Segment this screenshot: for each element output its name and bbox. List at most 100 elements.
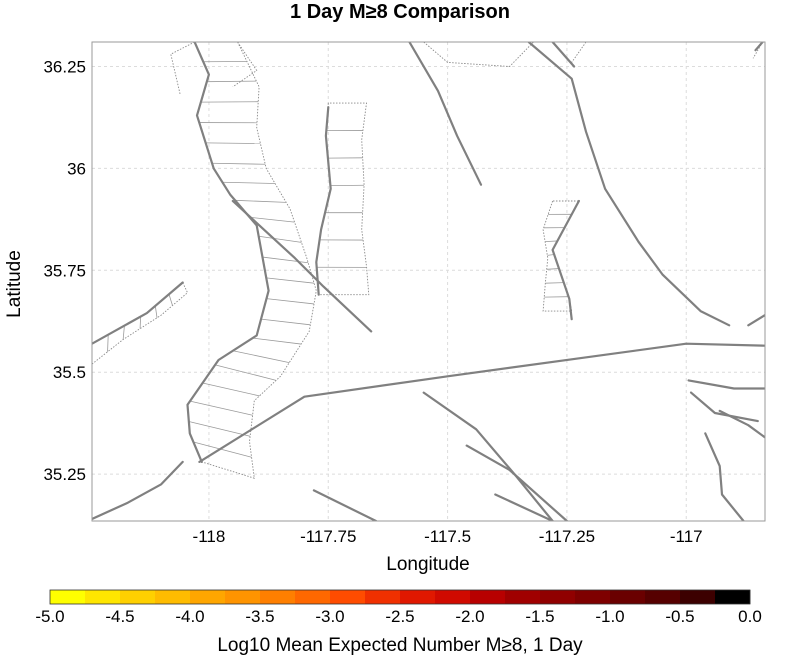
x-tick-label: -117.5 — [424, 527, 471, 546]
colorbar-tick-label: -2.5 — [385, 607, 414, 626]
fault-trace — [754, 42, 764, 52]
colorbar — [49, 589, 751, 605]
fault-trace — [92, 281, 184, 345]
y-tick-label: 35.75 — [43, 261, 86, 280]
zone-segment-line — [168, 294, 173, 306]
colorbar-label: Log10 Mean Expected Number M≥8, 1 Day — [217, 635, 583, 656]
fault-trace — [312, 489, 378, 521]
rupture-zone — [92, 281, 189, 365]
zone-segment-line — [546, 268, 559, 270]
colorbar-swatch — [715, 590, 751, 604]
fault-trace — [704, 432, 745, 521]
colorbar-swatch — [50, 590, 86, 604]
zone-segment-line — [189, 400, 253, 416]
colorbar-swatch — [575, 590, 611, 604]
x-axis-label: Longitude — [386, 554, 469, 575]
colorbar-swatch — [505, 590, 541, 604]
zone-segment-line — [188, 421, 251, 437]
rupture-zones — [92, 42, 763, 479]
y-axis-ticks: 35.25 35.5 35.75 36 36.25 — [43, 57, 86, 484]
fault-trace — [551, 42, 576, 68]
zone-segment-line — [212, 162, 266, 165]
zone-outline — [187, 42, 317, 479]
x-tick-label: -118 — [193, 527, 226, 546]
colorbar-tick-label: -1.0 — [595, 607, 624, 626]
y-tick-label: 36 — [67, 159, 86, 178]
colorbar-ticks: -5.0 -4.5 -4.0 -3.5 -3.0 -2.5 -2.0 -1.5 -1.0 -0.5… — [35, 607, 761, 626]
zone-outline — [315, 102, 370, 296]
fault-trace — [422, 391, 554, 521]
colorbar-tick-label: -3.0 — [315, 607, 344, 626]
fault-trace — [687, 379, 765, 390]
colorbar-frame — [49, 589, 751, 605]
grid-lines — [92, 42, 765, 521]
colorbar-swatch — [295, 590, 331, 604]
colorbar-tick-label: -4.0 — [175, 607, 204, 626]
zone-segment-line — [249, 216, 295, 223]
fault-trace — [689, 391, 759, 423]
fault-trace — [494, 493, 554, 521]
colorbar-tick-label: -3.5 — [245, 607, 274, 626]
zone-segment-line — [547, 254, 555, 256]
zone-segment-line — [154, 305, 158, 318]
colorbar-swatch — [190, 590, 226, 604]
fault-traces — [92, 42, 765, 521]
fault-trace — [198, 342, 765, 463]
colorbar-tick-label: -2.0 — [455, 607, 484, 626]
zone-outline — [423, 42, 534, 67]
zone-segment-line — [266, 277, 315, 284]
zone-segment-line — [202, 382, 260, 397]
fault-trace — [718, 409, 765, 439]
colorbar-swatch — [365, 590, 401, 604]
zone-outline — [232, 42, 258, 88]
rupture-zone — [315, 102, 370, 296]
colorbar-swatch — [610, 590, 646, 604]
colorbar-swatch — [260, 590, 296, 604]
zone-outline — [571, 42, 587, 63]
zone-segment-line — [266, 298, 315, 305]
y-axis-label: Latitude — [4, 250, 25, 318]
colorbar-swatch — [120, 590, 156, 604]
x-tick-label: -117.75 — [300, 527, 356, 546]
zone-segment-line — [215, 364, 277, 381]
colorbar-tick-label: -0.5 — [665, 607, 694, 626]
zone-segment-line — [193, 441, 252, 458]
zone-segment-line — [545, 240, 558, 242]
colorbar-swatch — [225, 590, 261, 604]
fault-trace — [527, 42, 731, 327]
zone-segment-line — [206, 80, 257, 83]
x-axis-ticks: -118 -117.75 -117.5 -117.25 -117 — [193, 527, 703, 546]
zone-segment-line — [222, 181, 276, 184]
colorbar-tick-label: -1.5 — [525, 607, 554, 626]
plot-area — [92, 42, 765, 521]
y-tick-label: 35.25 — [43, 465, 86, 484]
plot-frame — [91, 41, 766, 522]
colorbar-tick-label: 0.0 — [738, 607, 762, 626]
rupture-zone — [187, 42, 317, 479]
zone-segment-line — [107, 334, 109, 352]
fault-trace — [315, 106, 332, 296]
fault-trace — [408, 42, 483, 186]
zone-segment-line — [262, 256, 309, 264]
fault-trace — [231, 199, 373, 333]
colorbar-swatch — [645, 590, 681, 604]
zone-segment-line — [205, 142, 261, 144]
zone-segment-line — [260, 318, 311, 326]
map-title: 1 Day M≥8 Comparison — [290, 1, 510, 23]
colorbar-tick-label: -5.0 — [35, 607, 64, 626]
x-tick-label: -117.25 — [539, 527, 595, 546]
colorbar-swatch — [470, 590, 506, 604]
y-tick-label: 35.5 — [53, 363, 86, 382]
zone-segment-line — [545, 282, 564, 284]
zone-segment-line — [252, 337, 302, 345]
zone-outline — [542, 200, 580, 312]
fault-trace — [551, 199, 581, 321]
zone-segment-line — [235, 199, 287, 203]
colorbar-swatch — [435, 590, 471, 604]
colorbar-swatch — [400, 590, 436, 604]
x-tick-label: -117 — [670, 527, 703, 546]
rupture-zone — [542, 200, 580, 312]
y-tick-label: 36.25 — [43, 57, 86, 76]
zone-segment-line — [122, 325, 125, 340]
